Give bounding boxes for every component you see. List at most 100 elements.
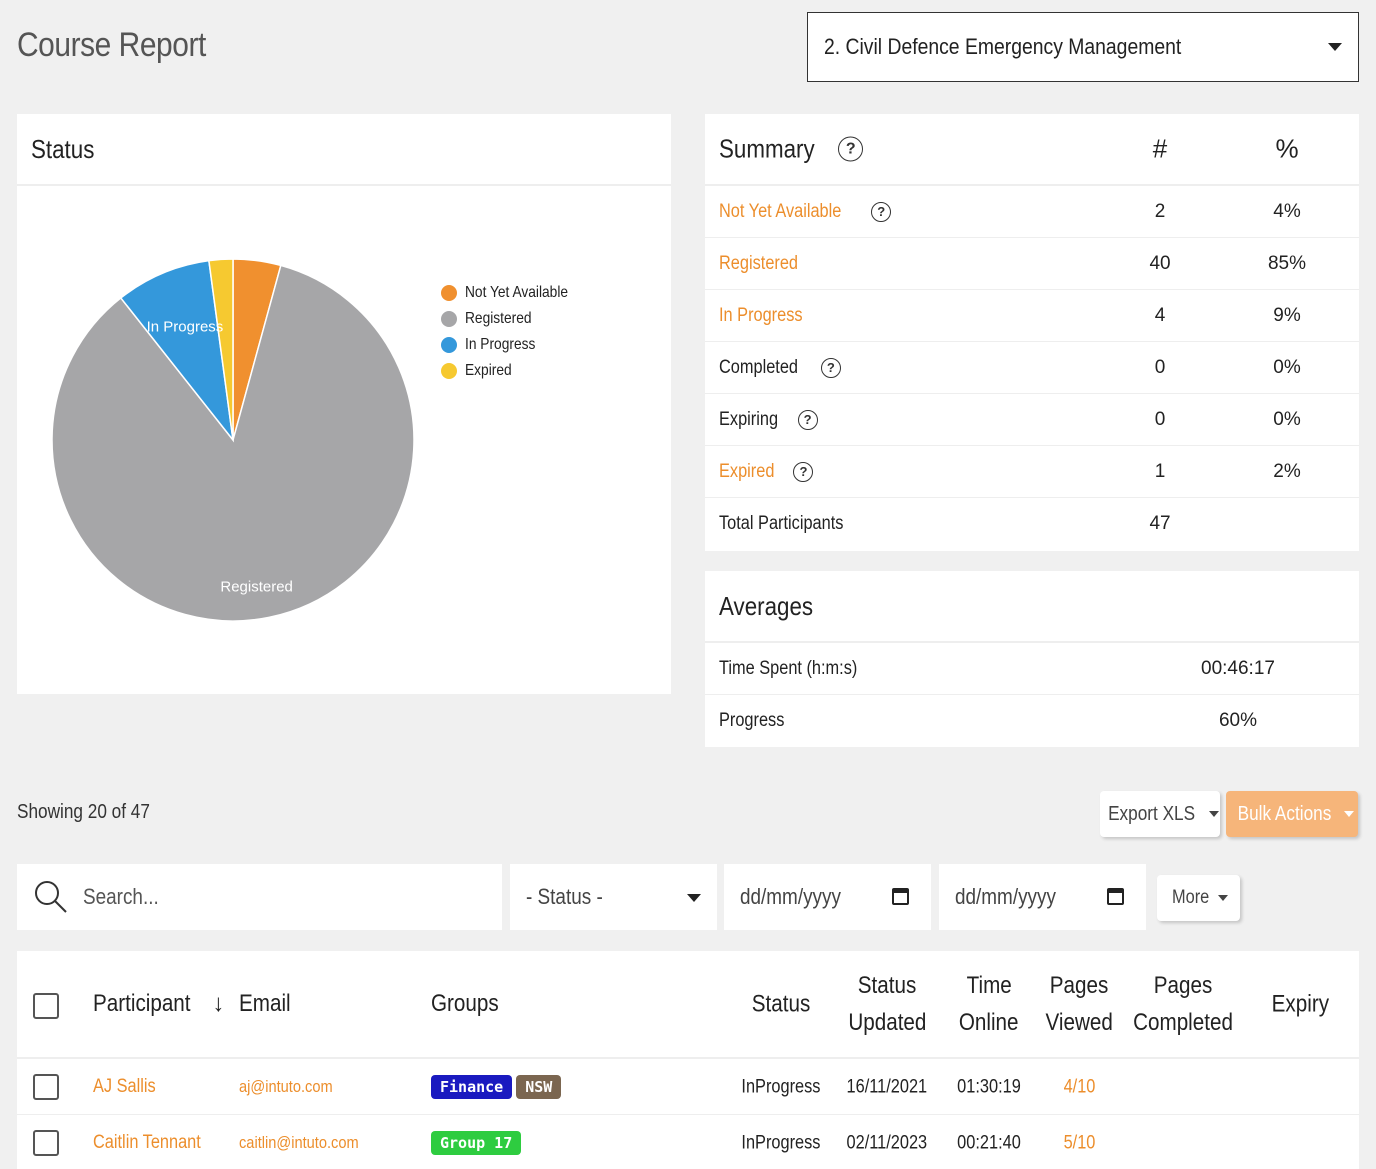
legend-item-not-yet-available[interactable]: Not Yet Available (441, 280, 585, 306)
caret-down-icon (1344, 811, 1355, 817)
summary-link-in-progress[interactable]: In Progress (719, 304, 803, 326)
pie-slice-expired[interactable] (208, 258, 234, 441)
date-to-input[interactable]: dd/mm/yyyy (939, 864, 1146, 930)
summary-link-registered[interactable]: Registered (719, 252, 799, 274)
summary-count: 2 (1154, 200, 1166, 222)
pie-slice-in-progress[interactable] (119, 259, 235, 443)
help-icon[interactable]: ? (838, 136, 864, 162)
page-title: Course Report (17, 26, 206, 64)
summary-pct: 9% (1273, 304, 1301, 326)
header-pages-completed-line1: Pages (1153, 971, 1213, 999)
row-status: InProgress (741, 1132, 821, 1154)
averages-value: 60% (1218, 710, 1258, 731)
email-link[interactable]: aj@intuto.com (239, 1076, 333, 1096)
header-groups[interactable]: Groups (431, 990, 510, 1018)
help-icon[interactable]: ? (797, 409, 818, 430)
status-filter-value: - Status - (526, 884, 603, 909)
legend-dot-icon (441, 311, 457, 327)
help-icon[interactable]: ? (793, 461, 814, 482)
bulk-actions-label: Bulk Actions (1237, 802, 1331, 825)
bulk-actions-button[interactable]: Bulk Actions (1226, 791, 1358, 837)
summary-pct: 4% (1273, 200, 1301, 222)
row-pages-viewed-link[interactable]: 4/10 (1063, 1075, 1095, 1097)
summary-label-total: Total Participants (719, 513, 844, 534)
participant-link[interactable]: AJ Sallis (93, 1075, 156, 1097)
header-expiry-label: Expiry (1271, 990, 1329, 1018)
caret-down-icon (1218, 895, 1229, 901)
header-participant-label: Participant (93, 990, 191, 1017)
summary-row-expired: Expired ? 1 2% (705, 446, 1359, 498)
header-pages-completed-line2: Completed (1133, 1009, 1233, 1036)
legend-item-expired[interactable]: Expired (441, 358, 585, 384)
summary-count: 0 (1154, 408, 1166, 430)
group-badge[interactable]: Group 17 (431, 1131, 522, 1155)
showing-count-text: Showing 20 of 47 (17, 801, 150, 823)
summary-card: Summary ? # % Not Yet Available ? 2 4% R… (705, 114, 1359, 551)
status-card-header: Status (17, 114, 671, 186)
status-card-title: Status (31, 133, 95, 164)
calendar-icon[interactable] (1107, 888, 1124, 905)
summary-header: Summary ? # % (705, 114, 1359, 186)
search-icon (35, 881, 67, 913)
row-time-online: 01:30:19 (957, 1075, 1021, 1097)
row-status-updated: 02/11/2023 (846, 1132, 928, 1154)
legend-item-registered[interactable]: Registered (441, 306, 585, 332)
row-checkbox[interactable] (33, 1130, 59, 1156)
status-filter-select[interactable]: - Status - (510, 864, 717, 930)
date-from-placeholder: dd/mm/yyyy (740, 884, 841, 909)
email-link[interactable]: caitlin@intuto.com (239, 1133, 359, 1152)
summary-label-expiring: Expiring (719, 408, 779, 430)
summary-count: 40 (1149, 252, 1171, 274)
summary-title: Summary (719, 133, 815, 164)
status-chart-area: In Progress Registered Not Yet Available … (17, 186, 671, 692)
summary-row-total: Total Participants 47 (705, 498, 1359, 550)
calendar-icon[interactable] (892, 888, 909, 905)
summary-row-registered: Registered 40 85% (705, 238, 1359, 290)
course-select[interactable]: 2. Civil Defence Emergency Management (807, 12, 1359, 82)
group-badge[interactable]: Finance (431, 1074, 513, 1099)
summary-link-expired[interactable]: Expired (719, 460, 775, 482)
header-time-online-line1: Time (966, 971, 1012, 999)
help-icon[interactable]: ? (820, 357, 841, 378)
participant-link[interactable]: Caitlin Tennant (93, 1132, 201, 1153)
select-all-checkbox[interactable] (33, 993, 59, 1019)
header-pages-viewed-line1: Pages (1049, 971, 1109, 999)
row-pages-viewed-link[interactable]: 5/10 (1063, 1132, 1095, 1154)
legend-label: Expired (465, 362, 512, 379)
summary-link-not-yet-available[interactable]: Not Yet Available (719, 200, 842, 222)
header-email-label: Email (239, 990, 291, 1017)
summary-row-completed: Completed ? 0 0% (705, 342, 1359, 394)
more-filters-button[interactable]: More (1157, 875, 1240, 921)
averages-card: Averages Time Spent (h:m:s) 00:46:17 Pro… (705, 571, 1359, 747)
header-pages-viewed-line2: Viewed (1045, 1009, 1113, 1036)
averages-title: Averages (719, 590, 814, 621)
export-xls-label: Export XLS (1108, 802, 1196, 825)
row-checkbox[interactable] (33, 1074, 59, 1100)
chevron-down-icon (687, 894, 701, 902)
averages-row-time: Time Spent (h:m:s) 00:46:17 (705, 643, 1359, 695)
averages-label: Progress (719, 710, 785, 731)
averages-value: 00:46:17 (1201, 657, 1275, 679)
group-badge[interactable]: NSW (516, 1074, 562, 1099)
chart-legend: Not Yet Available Registered In Progress… (441, 280, 585, 384)
search-input[interactable]: Search... (17, 864, 502, 930)
averages-header: Averages (705, 571, 1359, 643)
caret-down-icon (1208, 811, 1219, 817)
date-from-input[interactable]: dd/mm/yyyy (724, 864, 931, 930)
summary-count-header: # (1152, 133, 1168, 164)
summary-row-expiring: Expiring ? 0 0% (705, 394, 1359, 446)
legend-label: Not Yet Available (465, 284, 569, 301)
help-icon[interactable]: ? (871, 201, 892, 222)
pie-slice-label: Registered (220, 579, 293, 596)
averages-label: Time Spent (h:m:s) (719, 657, 858, 679)
export-xls-button[interactable]: Export XLS (1100, 791, 1220, 837)
legend-label: In Progress (465, 336, 536, 353)
header-participant[interactable]: Participant ↓ (93, 990, 224, 1018)
summary-row-in-progress: In Progress 4 9% (705, 290, 1359, 342)
pie-slice-registered[interactable] (51, 264, 415, 622)
header-status-label: Status (751, 990, 811, 1018)
legend-item-in-progress[interactable]: In Progress (441, 332, 585, 358)
header-status-updated-line2: Updated (847, 1009, 927, 1036)
header-email[interactable]: Email (239, 990, 299, 1018)
group-badges: Group 17 (431, 1131, 525, 1155)
